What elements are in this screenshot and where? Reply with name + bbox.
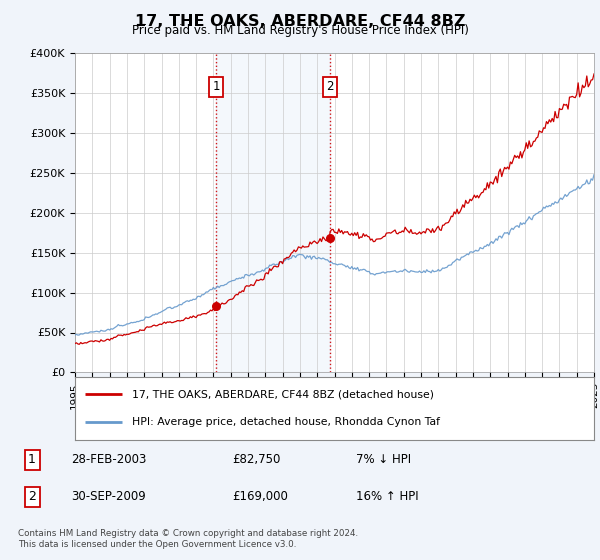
Text: 30-SEP-2009: 30-SEP-2009	[71, 491, 146, 503]
Text: 17, THE OAKS, ABERDARE, CF44 8BZ: 17, THE OAKS, ABERDARE, CF44 8BZ	[135, 14, 465, 29]
Text: 2: 2	[326, 80, 334, 93]
Text: Price paid vs. HM Land Registry's House Price Index (HPI): Price paid vs. HM Land Registry's House …	[131, 24, 469, 36]
Text: 16% ↑ HPI: 16% ↑ HPI	[356, 491, 419, 503]
Text: 7% ↓ HPI: 7% ↓ HPI	[356, 453, 412, 466]
Text: HPI: Average price, detached house, Rhondda Cynon Taf: HPI: Average price, detached house, Rhon…	[132, 417, 440, 427]
Text: £82,750: £82,750	[232, 453, 281, 466]
Text: 17, THE OAKS, ABERDARE, CF44 8BZ (detached house): 17, THE OAKS, ABERDARE, CF44 8BZ (detach…	[132, 389, 434, 399]
Text: Contains HM Land Registry data © Crown copyright and database right 2024.
This d: Contains HM Land Registry data © Crown c…	[18, 529, 358, 549]
Text: 1: 1	[212, 80, 220, 93]
Bar	[216, 53, 330, 372]
Text: 28-FEB-2003: 28-FEB-2003	[71, 453, 147, 466]
Text: 1: 1	[28, 453, 36, 466]
Text: 2: 2	[28, 491, 36, 503]
Text: £169,000: £169,000	[232, 491, 288, 503]
